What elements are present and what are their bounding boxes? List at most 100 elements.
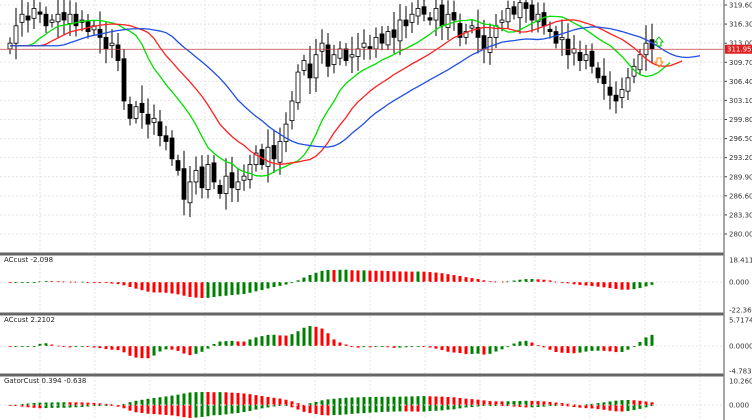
ac-panel1-bar [524, 279, 528, 282]
gator-bar [260, 405, 264, 409]
bull-candle [151, 117, 157, 123]
gator-bar [296, 403, 300, 405]
ac-panel2-bar [590, 346, 594, 351]
ac-panel2-bar [326, 333, 330, 346]
gator-bar [260, 396, 264, 405]
ac-panel1-bar [308, 274, 312, 282]
panel3-label: GatorCust 0.394 -0.638 [4, 377, 87, 385]
gator-bar [62, 402, 66, 405]
bull-candle [13, 25, 19, 44]
gator-bar [392, 405, 396, 412]
ac-panel2-bar [212, 343, 216, 346]
bear-candle [157, 121, 163, 137]
ac-panel2-bar [518, 341, 522, 346]
ac-panel2-bar [602, 346, 606, 351]
ac-panel1-bar [164, 282, 168, 293]
ac-panel1-bar [614, 282, 618, 289]
gator-bar [416, 396, 420, 405]
ac-panel1-bar [44, 280, 48, 282]
bear-candle [529, 4, 535, 21]
gator-bar [176, 394, 180, 405]
ac-panel2-bar [566, 346, 570, 354]
gator-bar [476, 399, 480, 405]
gator-bar [212, 405, 216, 416]
bull-candle [247, 164, 253, 181]
bear-candle [271, 145, 277, 160]
gator-bar [122, 403, 126, 405]
gator-bar [410, 405, 414, 412]
ac-panel2-bar [560, 346, 564, 353]
bull-candle [331, 54, 337, 65]
bull-candle [295, 71, 301, 104]
bull-candle [301, 60, 307, 71]
gator-bar [368, 405, 372, 413]
ac-panel2-bar [368, 346, 372, 348]
gator-bar [194, 392, 198, 405]
ac-panel1-bar [404, 271, 408, 282]
gator-bar [20, 405, 24, 407]
gator-bar [344, 405, 348, 415]
ac-panel1-bar [272, 282, 276, 288]
bear-candle [589, 50, 595, 67]
ac-panel2-bar [128, 346, 132, 356]
ac-panel1-bar [434, 272, 438, 282]
gator-bar [446, 397, 450, 405]
gator-bar [278, 398, 282, 405]
bull-candle [241, 175, 247, 181]
gator-bar [650, 405, 654, 407]
gator-bar [470, 399, 474, 405]
ac-panel1-bar [464, 277, 468, 282]
gator-bar [356, 397, 360, 405]
ac-panel1-bar [632, 282, 636, 290]
gator-bar [170, 405, 174, 416]
ac-panel2-bar [224, 341, 228, 346]
gator-bar [560, 403, 564, 405]
gator-bar [104, 403, 108, 405]
gator-bar [650, 402, 654, 405]
gator-bar [266, 405, 270, 408]
ac-panel1-bar [152, 282, 156, 293]
ac-panel1-bar [194, 282, 198, 298]
ac-panel1-bar [284, 282, 288, 285]
ac-panel1-bar [338, 269, 342, 282]
ac-panel1-bar [356, 270, 360, 282]
gator-bar [248, 405, 252, 411]
bull-candle [415, 8, 421, 17]
ac-panel2-bar [230, 340, 234, 346]
gator-bar [242, 405, 246, 413]
ac-panel1-bar [410, 271, 414, 282]
gator-bar [152, 398, 156, 405]
price-tick-label: 309.70 [729, 59, 752, 67]
ac-panel1-bar [206, 282, 210, 298]
bear-candle [577, 52, 583, 61]
gator-bar [566, 403, 570, 405]
ac-panel2-bar [428, 346, 432, 348]
gator-bar [86, 402, 90, 405]
gator-bar [596, 405, 600, 410]
bull-candle [505, 8, 511, 23]
ac-panel2-bar [158, 346, 162, 352]
bull-candle [361, 42, 367, 48]
ac-panel2-bar [548, 346, 552, 350]
gator-bar [632, 400, 636, 405]
gator-bar [224, 392, 228, 405]
gator-bar [398, 396, 402, 405]
gator-bar [590, 405, 594, 409]
bull-candle [373, 36, 379, 50]
gator-bar [620, 400, 624, 405]
bear-candle [25, 15, 31, 21]
ac-panel1-bar [650, 282, 654, 285]
gator-bar [446, 405, 450, 410]
ac-panel2-bar [350, 346, 354, 348]
bull-candle [319, 42, 325, 52]
gator-bar [308, 405, 312, 414]
ac-panel1-bar [140, 282, 144, 291]
bull-candle [355, 48, 361, 57]
gator-bar [50, 402, 54, 405]
ac-panel2-bar [644, 337, 648, 346]
ac-panel2-bar [302, 327, 306, 346]
ac-panel2-bar [134, 346, 138, 358]
gator-bar [374, 405, 378, 413]
gator-bar [494, 401, 498, 405]
